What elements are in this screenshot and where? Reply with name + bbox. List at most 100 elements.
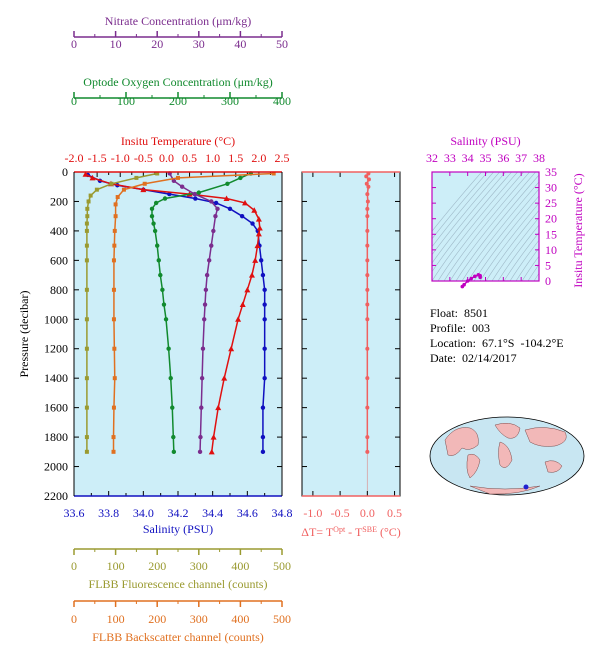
data-point <box>111 287 116 292</box>
data-point <box>242 199 249 206</box>
x-tick-label: 0.0 <box>360 506 375 520</box>
density-contour <box>473 195 539 281</box>
temp-tick-label: 0.0 <box>159 151 174 165</box>
data-point <box>84 405 89 410</box>
map-landmass <box>498 441 513 468</box>
y-tick-label: 25 <box>545 196 557 210</box>
fluor-tick-label: 100 <box>107 559 125 573</box>
density-contour <box>432 172 495 248</box>
data-point <box>85 214 90 219</box>
y-tick-label: 1600 <box>44 401 68 415</box>
x-tick-label: -0.5 <box>331 506 350 520</box>
data-point <box>111 435 116 440</box>
data-point <box>365 206 370 211</box>
y-tick-label: 600 <box>50 253 68 267</box>
data-point <box>179 184 185 189</box>
sal-tick-label: 33.8 <box>98 506 119 520</box>
data-point <box>115 195 120 200</box>
sal-tick-label: 33.6 <box>64 506 85 520</box>
data-point <box>215 404 222 411</box>
data-point <box>168 375 173 381</box>
data-point <box>171 449 177 455</box>
data-point <box>94 187 99 192</box>
data-point <box>223 195 230 202</box>
data-point <box>365 302 370 307</box>
sal-tick-label: 34.6 <box>237 506 258 520</box>
data-point <box>262 302 267 307</box>
temp-tick-label: -2.0 <box>65 151 84 165</box>
nitrate-tick-label: 10 <box>110 37 122 51</box>
x-tick-label: 37 <box>515 151 527 165</box>
data-point <box>84 449 89 454</box>
data-point <box>365 346 370 351</box>
data-point <box>209 243 214 248</box>
data-point <box>196 190 201 195</box>
sal-tick-label: 34.4 <box>202 506 223 520</box>
data-point <box>271 171 276 176</box>
data-point <box>161 302 167 307</box>
density-contour <box>497 224 539 281</box>
y-tick-label: 15 <box>545 227 557 241</box>
data-point <box>262 346 267 351</box>
density-contour <box>432 172 483 232</box>
data-point <box>151 221 156 226</box>
data-point <box>225 181 230 186</box>
data-point <box>176 175 180 180</box>
data-point <box>113 214 118 219</box>
backsc-tick-label: 500 <box>273 612 291 626</box>
data-point <box>462 282 466 287</box>
sal-tick-label: 34.2 <box>168 506 189 520</box>
data-point <box>365 214 370 219</box>
density-contours <box>432 172 539 281</box>
data-point <box>163 317 169 322</box>
fluor-tick-label: 0 <box>71 559 77 573</box>
data-point <box>469 276 474 281</box>
data-point <box>250 221 255 226</box>
data-point <box>193 196 198 201</box>
density-contour <box>432 172 519 281</box>
data-point <box>149 213 155 219</box>
data-point <box>207 258 212 263</box>
density-contour <box>515 247 539 281</box>
backsc-tick-label: 400 <box>231 612 249 626</box>
data-point <box>156 258 161 263</box>
data-point <box>109 181 114 186</box>
plot-background <box>302 172 400 496</box>
oxygen-axis-label: Optode Oxygen Concentration (μm/kg) <box>83 75 272 89</box>
data-point <box>84 435 89 440</box>
data-point <box>262 375 267 381</box>
data-point <box>192 191 197 197</box>
data-point <box>149 206 155 212</box>
data-point <box>209 199 214 204</box>
data-point <box>112 243 117 248</box>
series-line <box>85 173 261 452</box>
data-point <box>84 243 89 248</box>
backsc-tick-label: 200 <box>148 612 166 626</box>
data-point <box>160 287 165 293</box>
map-landmass <box>469 485 541 495</box>
fluor-tick-label: 400 <box>231 559 249 573</box>
nitrate-tick-label: 0 <box>71 37 77 51</box>
temp-tick-label: 0.5 <box>182 151 197 165</box>
y-tick-label: 0 <box>62 165 68 179</box>
data-point <box>86 199 91 204</box>
data-point <box>84 317 89 322</box>
data-point <box>227 206 233 212</box>
data-point <box>255 216 262 222</box>
data-point <box>112 376 117 381</box>
data-point <box>158 272 163 278</box>
plot-frame <box>431 171 540 282</box>
nitrate-tick-label: 40 <box>234 37 246 51</box>
density-contour <box>449 172 537 281</box>
sal-axis-label: Salinity (PSU) <box>143 522 213 536</box>
temp-axis-label: Insitu Temperature (°C) <box>121 134 235 148</box>
data-point <box>365 199 370 204</box>
y-tick-label: 800 <box>50 283 68 297</box>
x-tick-label: 32 <box>426 151 438 165</box>
data-point <box>84 221 89 226</box>
nitrate-tick-label: 30 <box>193 37 205 51</box>
data-point <box>84 228 89 233</box>
data-point <box>365 228 370 233</box>
data-point <box>366 184 371 189</box>
